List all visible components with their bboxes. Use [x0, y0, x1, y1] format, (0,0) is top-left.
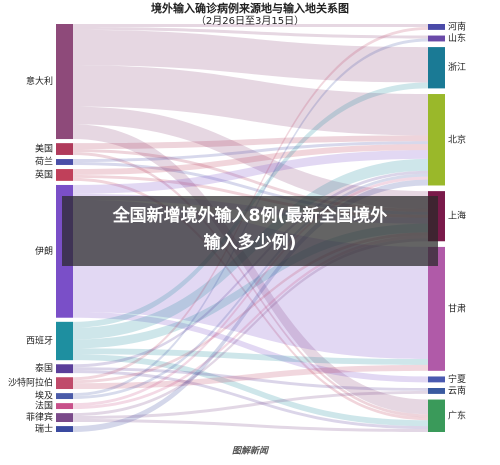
link	[73, 173, 428, 400]
link	[73, 170, 428, 368]
link	[73, 65, 428, 136]
link	[73, 144, 428, 175]
source-node	[56, 321, 73, 361]
source-node	[56, 24, 73, 140]
source-node	[56, 169, 73, 181]
target-label: 山东	[448, 32, 466, 44]
link	[73, 176, 428, 407]
link	[73, 24, 428, 27]
link	[73, 367, 428, 391]
link	[73, 311, 428, 383]
source-label: 法国	[35, 400, 53, 412]
link	[73, 149, 428, 212]
overlay-text: 全国新增境外输入8例(最新全国境外	[112, 205, 388, 226]
source-node	[56, 413, 73, 422]
source-label: 泰国	[35, 362, 53, 374]
link	[73, 238, 428, 417]
target-node	[428, 94, 445, 186]
target-label: 浙江	[448, 61, 466, 73]
link	[73, 348, 428, 365]
link	[73, 235, 428, 410]
link	[73, 124, 428, 415]
source-node	[56, 403, 73, 410]
link	[73, 364, 428, 390]
link	[73, 179, 428, 432]
target-node	[428, 47, 445, 89]
source-label: 埃及	[35, 390, 53, 402]
target-node	[428, 24, 445, 30]
target-label: 北京	[448, 133, 466, 145]
target-label: 云南	[448, 384, 466, 396]
link	[73, 150, 428, 194]
target-label: 广东	[448, 409, 466, 421]
target-node	[428, 376, 445, 383]
source-label: 意大利	[26, 75, 53, 87]
link	[73, 106, 428, 209]
overlay-text: 输入多少例)	[204, 232, 297, 253]
target-label: 宁夏	[448, 373, 466, 385]
link	[73, 162, 428, 215]
target-node	[428, 388, 445, 394]
target-node	[428, 246, 445, 371]
chart-title: 境外输入确诊病例来源地与输入地关系图	[151, 1, 349, 15]
source-label: 沙特阿拉伯	[8, 377, 53, 389]
source-node	[56, 364, 73, 374]
source-label: 美国	[35, 143, 53, 155]
target-node	[428, 399, 445, 432]
link	[73, 419, 428, 432]
source-label: 菲律宾	[26, 411, 53, 423]
source-label: 荷兰	[35, 156, 53, 168]
target-label: 上海	[448, 210, 466, 222]
link	[73, 135, 428, 150]
link	[73, 223, 428, 349]
target-label: 甘肃	[448, 302, 466, 314]
watermark: 图解新闻	[232, 446, 270, 457]
source-node	[56, 159, 73, 165]
link	[73, 29, 428, 83]
source-node	[56, 426, 73, 432]
source-label: 西班牙	[26, 334, 53, 346]
target-label: 河南	[448, 20, 466, 32]
link	[73, 390, 428, 420]
chart-subtitle: （2月26日至3月15日）	[196, 15, 304, 27]
overlay-box	[62, 196, 438, 266]
link	[73, 141, 428, 163]
link	[73, 26, 428, 39]
source-label: 伊朗	[35, 245, 53, 257]
source-node	[56, 393, 73, 400]
link	[73, 177, 428, 421]
source-label: 瑞士	[35, 423, 53, 435]
link	[73, 232, 428, 384]
source-label: 英国	[35, 168, 53, 180]
target-node	[428, 35, 445, 42]
link	[73, 370, 428, 430]
link	[73, 152, 428, 418]
source-node	[56, 143, 73, 155]
source-node	[56, 377, 73, 390]
link	[73, 354, 428, 427]
